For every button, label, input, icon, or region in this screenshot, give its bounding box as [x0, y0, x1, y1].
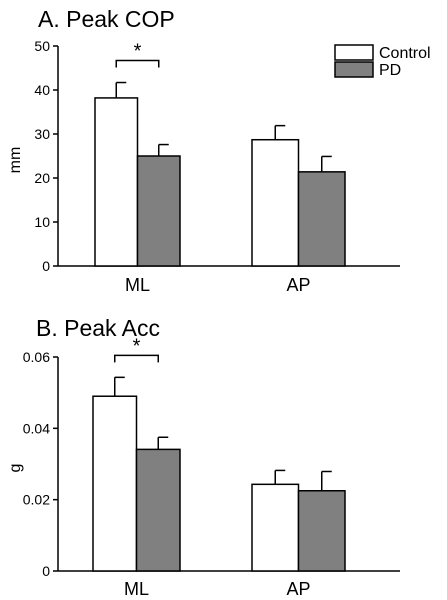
p2-bar-pd-ap	[297, 490, 346, 572]
p1-legend-label-control: Control	[379, 45, 431, 62]
p2-category-label-ml: ML	[124, 579, 149, 599]
p1-y-tick-label-1: 10	[34, 214, 50, 230]
p1-y-tick-label-0: 0	[42, 258, 50, 274]
p2-y-tick-label-3: 0.06	[23, 349, 50, 365]
p1-legend-swatch-control	[334, 44, 374, 61]
p1-bar-pd-ml	[136, 155, 181, 267]
p1-y-axis-label: mm	[7, 147, 24, 174]
p1-category-label-ml: ML	[125, 275, 150, 295]
p1-chart-title: A. Peak COP	[38, 6, 175, 32]
p2-category-label-ap: AP	[286, 579, 310, 599]
p2-y-tick-label-1: 0.02	[23, 492, 50, 508]
p1-significance-bracket-0	[115, 59, 160, 68]
p2-significance-bracket-0	[114, 354, 159, 363]
p1-legend-swatch-pd	[334, 61, 374, 78]
p2-y-tick-label-0: 0	[42, 563, 50, 579]
p2-chart-title: B. Peak Acc	[36, 315, 160, 341]
p1-y-tick-label-3: 30	[34, 126, 50, 142]
p1-bar-control-ml	[94, 97, 139, 267]
p2-significance-star-0: *	[133, 335, 141, 357]
p2-bar-control-ml	[92, 395, 138, 572]
p2-bar-control-ap	[251, 483, 300, 572]
p2-y-axis-label: g	[7, 464, 24, 473]
p2-y-tick-label-2: 0.04	[23, 420, 50, 436]
p1-legend-label-pd: PD	[379, 62, 401, 79]
p1-y-tick-label-4: 40	[34, 82, 50, 98]
p1-significance-star-0: *	[134, 41, 142, 63]
p2-bar-pd-ml	[135, 448, 181, 572]
p1-bar-control-ap	[251, 138, 300, 267]
p1-y-tick-label-2: 20	[34, 170, 50, 186]
p1-bar-pd-ap	[297, 171, 346, 267]
p1-category-label-ap: AP	[286, 275, 310, 295]
p1-y-tick-label-5: 50	[34, 38, 50, 54]
